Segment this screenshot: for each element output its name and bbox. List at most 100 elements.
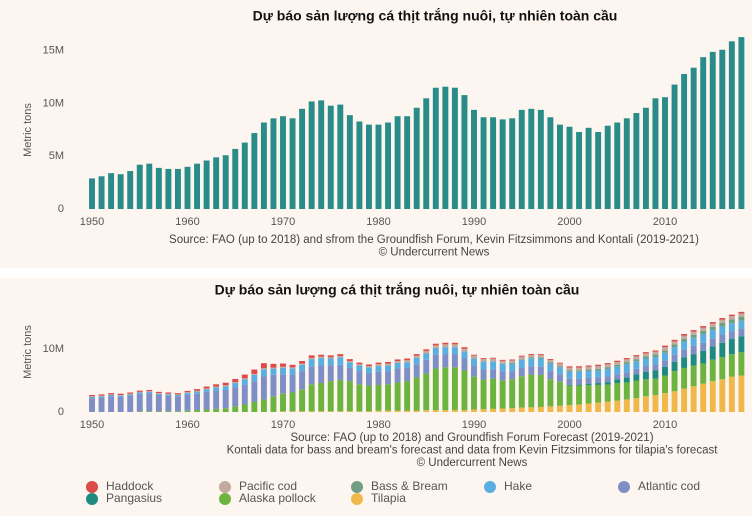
bar-segment — [318, 383, 324, 411]
bar-segment — [557, 406, 563, 412]
bar-segment — [681, 342, 687, 350]
bar-segment — [672, 391, 678, 412]
bar-segment — [223, 390, 229, 408]
bar-segment — [376, 372, 382, 385]
bar-segment — [261, 376, 267, 399]
bar-segment — [204, 388, 210, 389]
legend-swatch — [86, 481, 98, 493]
bar — [442, 87, 448, 209]
bar-segment — [290, 374, 296, 392]
bar-segment — [232, 406, 238, 412]
bar-segment — [395, 363, 401, 369]
bar-segment — [127, 394, 133, 395]
bar — [404, 116, 410, 209]
bar-segment — [471, 377, 477, 410]
bar-segment — [710, 330, 716, 338]
bar-segment — [270, 368, 276, 369]
bar-segment — [442, 347, 448, 354]
bar-segment — [280, 374, 286, 394]
bar-segment — [433, 355, 439, 369]
bar-segment — [691, 346, 697, 354]
bar-segment — [318, 411, 324, 412]
bar-segment — [185, 395, 191, 411]
bar — [557, 125, 563, 209]
bar-segment — [404, 368, 410, 381]
bar-segment — [356, 384, 362, 411]
bar-segment — [538, 367, 544, 375]
bar — [280, 116, 286, 209]
bar-segment — [614, 383, 620, 401]
bar-segment — [318, 357, 324, 358]
bar-segment — [567, 385, 573, 386]
bar — [251, 133, 257, 209]
bar-segment — [318, 358, 324, 366]
bar-segment — [385, 411, 391, 412]
bar-segment — [624, 382, 630, 399]
bar-segment — [700, 351, 706, 364]
bar-segment — [270, 396, 276, 412]
bar-segment — [738, 336, 744, 352]
bar-segment — [519, 360, 525, 368]
bar-segment — [719, 320, 725, 323]
bar-segment — [395, 359, 401, 361]
bar-segment — [156, 395, 162, 411]
source-line: Kontali data for bass and bream's foreca… — [227, 445, 719, 457]
bar-segment — [490, 362, 496, 370]
bar-segment — [633, 398, 639, 412]
bar-segment — [557, 374, 563, 382]
y-axis-label: Metric tons — [22, 325, 34, 379]
bar — [299, 109, 305, 209]
bar-segment — [290, 369, 296, 375]
bar-segment — [127, 392, 133, 393]
bar-segment — [691, 386, 697, 412]
bar-segment — [652, 364, 658, 370]
bar-segment — [719, 335, 725, 343]
bar-segment — [223, 408, 229, 412]
bar-segment — [605, 382, 611, 385]
bar-segment — [719, 318, 725, 320]
x-tick-label: 2000 — [557, 216, 581, 228]
bar-segment — [175, 411, 181, 412]
bar-segment — [175, 394, 181, 395]
bar-segment — [194, 394, 200, 410]
bar — [127, 171, 133, 209]
bar-segment — [270, 364, 276, 368]
bar-segment — [185, 391, 191, 392]
bar-segment — [490, 379, 496, 409]
bar-segment — [395, 411, 401, 412]
bar — [156, 168, 162, 209]
x-tick-label: 1990 — [462, 419, 486, 431]
bar-segment — [423, 360, 429, 374]
bar-segment — [175, 395, 181, 396]
bar-segment — [261, 363, 267, 368]
bar-segment — [204, 409, 210, 412]
source-line: Source: FAO (up to 2018) and sfrom the G… — [169, 234, 699, 246]
bar-segment — [461, 347, 467, 349]
bar-segment — [519, 376, 525, 407]
bar-segment — [509, 360, 515, 363]
bar-segment — [624, 377, 630, 382]
bar — [452, 88, 458, 209]
bar — [662, 97, 668, 209]
bar-segment — [691, 338, 697, 346]
bar-segment — [643, 353, 649, 356]
bar-segment — [89, 396, 95, 397]
bar-segment — [108, 394, 114, 395]
bar-segment — [547, 406, 553, 412]
bar — [89, 178, 95, 209]
bar-segment — [442, 343, 448, 345]
bar-segment — [146, 393, 152, 411]
bar-segment — [347, 368, 353, 381]
bar — [232, 149, 238, 209]
bar-segment — [567, 379, 573, 385]
bar-segment — [242, 375, 248, 379]
bar — [624, 118, 630, 209]
bar-segment — [700, 364, 706, 384]
bar-segment — [433, 410, 439, 412]
bar-segment — [595, 370, 601, 377]
bar-segment — [156, 392, 162, 393]
bar — [595, 132, 601, 209]
bar-segment — [605, 369, 611, 377]
bar-segment — [108, 393, 114, 394]
bar-segment — [452, 347, 458, 354]
